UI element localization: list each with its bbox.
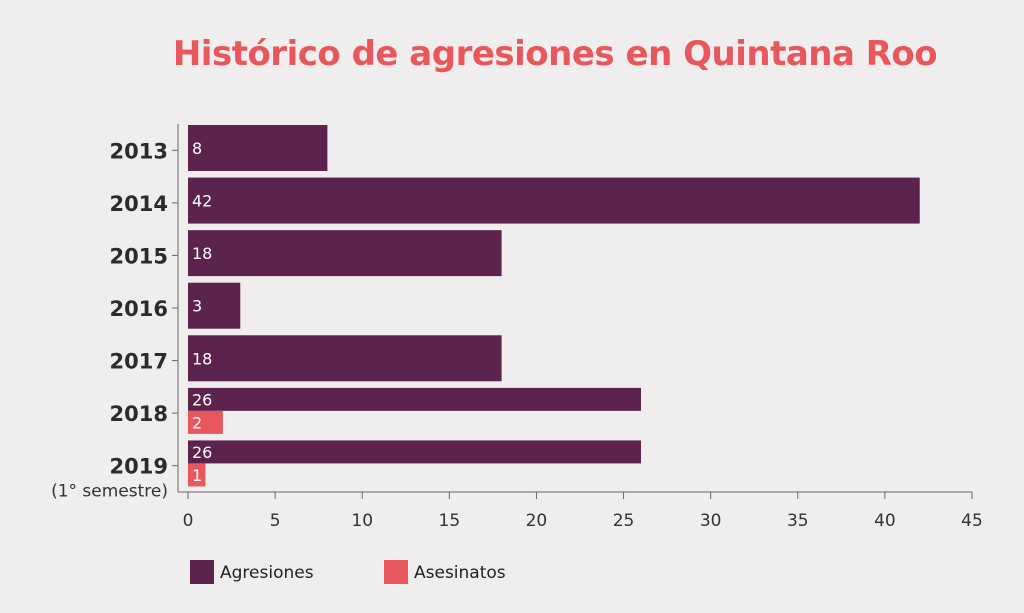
category-label: 2019 [110,455,168,479]
bar-agresiones [188,177,920,224]
bar-agresiones [188,387,641,411]
bar-value-label: 8 [192,139,202,158]
legend-swatch-asesinatos [384,560,408,584]
bar-value-label: 26 [192,443,212,462]
bar-value-label: 1 [192,466,202,485]
category-label: 2015 [110,244,168,268]
legend-label-asesinatos: Asesinatos [414,563,506,583]
bar-agresiones [188,282,241,329]
bar-value-label: 18 [192,244,212,263]
bar-asesinatos [188,463,206,487]
bar-value-label: 26 [192,390,212,409]
bar-value-label: 3 [192,297,202,316]
x-tick-label: 20 [526,511,548,531]
legend-swatch-agresiones [190,560,214,584]
x-tick-label: 25 [613,511,635,531]
category-sublabel: (1° semestre) [51,482,168,502]
x-tick-label: 10 [351,511,373,531]
x-tick-label: 0 [183,511,194,531]
chart-title: Histórico de agresiones en Quintana Roo [172,34,938,74]
legend-label-agresiones: Agresiones [220,563,314,583]
x-tick-label: 30 [700,511,722,531]
bar-agresiones [188,335,502,382]
x-tick-label: 35 [787,511,809,531]
bar-asesinatos [188,410,223,434]
category-label: 2014 [110,192,168,216]
x-tick-label: 5 [270,511,281,531]
x-tick-label: 45 [961,511,983,531]
bar-agresiones [188,230,502,277]
x-tick-label: 40 [874,511,896,531]
bar-value-label: 18 [192,349,212,368]
category-label: 2018 [110,402,168,426]
bar-agresiones [188,440,641,464]
bar-value-label: 42 [192,192,212,211]
x-tick-label: 15 [439,511,461,531]
category-label: 2017 [110,350,168,374]
category-label: 2016 [110,297,168,321]
bar-value-label: 2 [192,413,202,432]
bar-agresiones [188,125,328,171]
category-label: 2013 [110,139,168,163]
